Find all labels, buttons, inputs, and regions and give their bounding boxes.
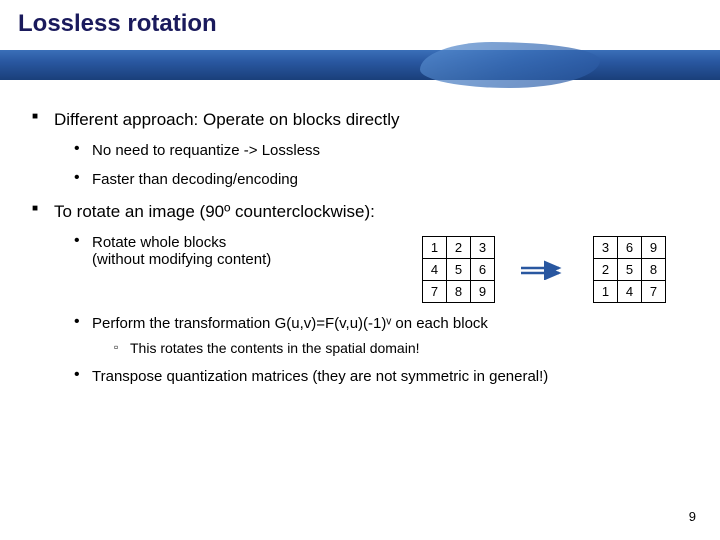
bullet-spatial-domain: This rotates the contents in the spatial… bbox=[114, 340, 690, 356]
bullet-approach: Different approach: Operate on blocks di… bbox=[30, 110, 690, 188]
header-bar-decoration bbox=[0, 50, 720, 80]
bullet-transform-text: Perform the transformation G(u,v)=F(v,u)… bbox=[92, 315, 488, 332]
bullet-rotate: To rotate an image (90º counterclockwise… bbox=[30, 202, 690, 385]
slide-header: Lossless rotation bbox=[0, 0, 720, 80]
bullet-rotate-blocks: Rotate whole blocks (without modifying c… bbox=[74, 234, 690, 303]
slide-content: Different approach: Operate on blocks di… bbox=[0, 80, 720, 385]
slide-title: Lossless rotation bbox=[18, 10, 702, 38]
bullet-rotate-text: To rotate an image (90º counterclockwise… bbox=[54, 202, 375, 221]
bullet-transpose: Transpose quantization matrices (they ar… bbox=[74, 368, 690, 385]
bullet-approach-text: Different approach: Operate on blocks di… bbox=[54, 110, 400, 129]
grid-after: 369 258 147 bbox=[593, 236, 666, 303]
arrow-icon bbox=[519, 260, 569, 280]
rotation-diagram: 123 456 789 bbox=[422, 236, 666, 303]
page-number: 9 bbox=[689, 509, 696, 524]
bullet-transform: Perform the transformation G(u,v)=F(v,u)… bbox=[74, 315, 690, 356]
rotate-blocks-line2: (without modifying content) bbox=[92, 251, 422, 268]
bullet-faster: Faster than decoding/encoding bbox=[74, 171, 690, 188]
bullet-lossless: No need to requantize -> Lossless bbox=[74, 142, 690, 159]
rotate-blocks-line1: Rotate whole blocks bbox=[92, 234, 422, 251]
grid-before: 123 456 789 bbox=[422, 236, 495, 303]
